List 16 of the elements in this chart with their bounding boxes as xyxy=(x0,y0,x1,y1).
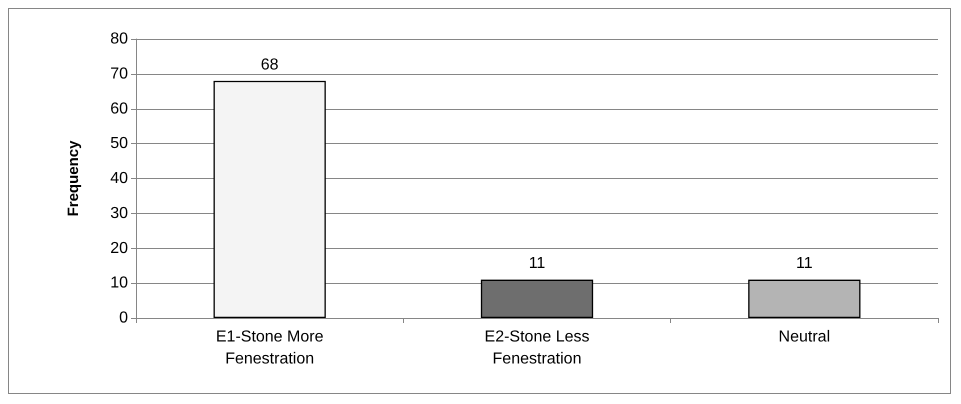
data-label: 11 xyxy=(528,255,546,272)
y-tick-label: 60 xyxy=(110,100,128,118)
y-tick-label: 50 xyxy=(110,135,128,152)
y-tick-label: 30 xyxy=(110,204,128,222)
x-tick-label: Neutral xyxy=(778,328,830,346)
y-tick-label: 20 xyxy=(110,240,128,257)
y-tick-label: 70 xyxy=(110,65,128,82)
y-tick-label: 0 xyxy=(119,310,128,326)
data-label: 68 xyxy=(260,56,279,74)
x-tick-label: E2-Stone Less Fenestration xyxy=(484,328,590,368)
y-axis-title: Frequency xyxy=(65,140,82,216)
y-tick-label: 10 xyxy=(110,274,128,292)
y-tick-label: 40 xyxy=(110,170,128,187)
data-label: 11 xyxy=(796,255,813,272)
y-tick-label: 80 xyxy=(110,30,128,48)
x-tick-label: E1-Stone More Fenestration xyxy=(216,328,324,368)
